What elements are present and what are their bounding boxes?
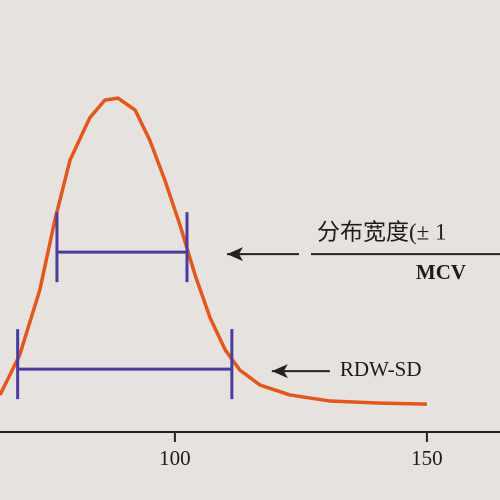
annotation-label: RDW-SD [340, 357, 422, 381]
x-tick-label: 100 [159, 446, 191, 470]
arrow-head [226, 247, 243, 262]
annotation-sublabel: MCV [416, 260, 466, 284]
arrow-head [271, 364, 288, 379]
x-tick-label: 150 [411, 446, 443, 470]
annotation-label: 分布宽度(± 1 [317, 219, 447, 244]
distribution-curve [0, 96, 427, 406]
